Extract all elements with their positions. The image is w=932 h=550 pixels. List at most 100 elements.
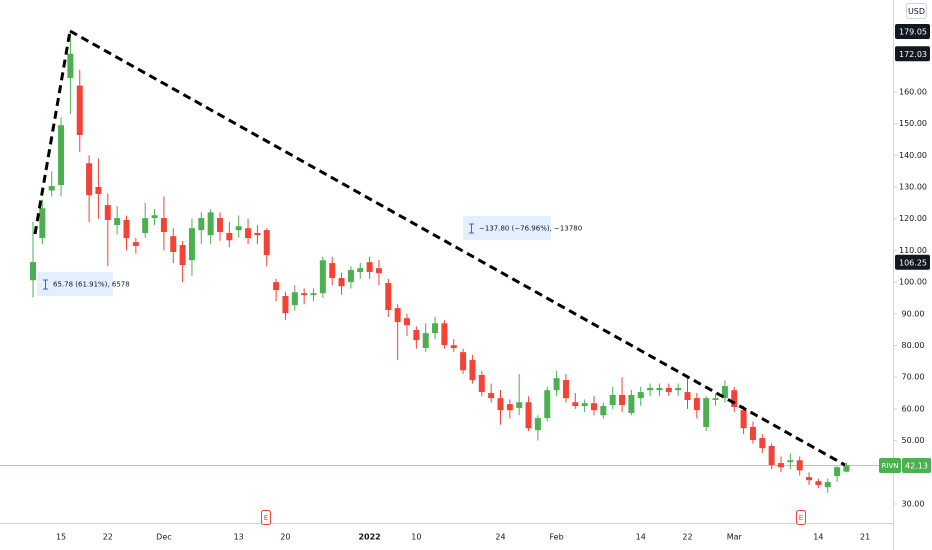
candle-body	[366, 262, 373, 272]
y-tick-label: 150.00	[899, 119, 927, 128]
measurement-box: 65.78 (61.91%), 6578	[37, 272, 130, 296]
x-tick-label: 14	[636, 533, 646, 542]
candle-body	[675, 387, 682, 391]
candle-body	[778, 463, 784, 468]
x-tick-label: 22	[682, 533, 692, 542]
x-tick-label: 14	[813, 533, 823, 542]
candle-body	[478, 374, 485, 393]
candle-body	[787, 460, 794, 463]
trend-line	[69, 29, 846, 467]
x-tick-label: 21	[860, 533, 870, 542]
candle-body	[562, 380, 569, 399]
candle-body	[375, 268, 382, 274]
candle-body	[619, 394, 626, 406]
candle-body	[506, 404, 513, 411]
candle-body	[441, 323, 448, 346]
candle-body	[245, 228, 252, 239]
earnings-label: E	[264, 514, 268, 522]
candle-body	[188, 228, 195, 261]
candle-body	[759, 438, 766, 449]
price-marker-box	[895, 24, 930, 40]
candle-body	[712, 398, 719, 401]
candle-body	[263, 230, 270, 256]
candle-body	[534, 418, 541, 431]
candle-body	[581, 403, 588, 407]
candle-body	[291, 292, 298, 306]
candle-body	[301, 293, 308, 296]
candle-body	[768, 445, 775, 465]
candle-body	[319, 260, 326, 294]
candle-body	[310, 293, 317, 296]
measurement-label: 65.78 (61.91%), 6578	[53, 281, 130, 289]
candle-body	[553, 378, 560, 391]
candle-body	[338, 277, 345, 287]
candle-body	[404, 318, 410, 326]
symbol-label: RIVN	[882, 462, 899, 470]
price-marker-box	[895, 254, 930, 270]
candle-body	[422, 333, 429, 349]
candle-body	[254, 232, 261, 236]
candle-body	[628, 394, 635, 414]
candle-body	[488, 393, 495, 399]
candle-body	[497, 398, 504, 411]
x-tick-label: 22	[103, 533, 113, 542]
y-tick-label: 120.00	[899, 214, 927, 223]
candle-body	[357, 268, 364, 272]
candle-body	[160, 218, 167, 233]
candle-body	[656, 387, 663, 391]
candle-body	[198, 218, 205, 231]
candle-body	[235, 226, 242, 231]
candle-body	[217, 218, 223, 233]
currency-box	[906, 3, 927, 19]
trend-line	[33, 30, 72, 235]
candle-body	[693, 398, 700, 411]
candle-body	[591, 403, 597, 411]
candle-body	[834, 467, 841, 477]
candle-body	[179, 245, 186, 265]
candle-body	[123, 219, 130, 239]
candle-body	[104, 205, 111, 220]
candle-body	[385, 283, 392, 310]
measurement-box: −137.80 (−76.96%), −13780	[463, 216, 582, 240]
x-tick-label: 20	[280, 533, 290, 542]
candle-body	[806, 477, 813, 481]
earnings-marker: E	[261, 510, 271, 525]
candle-body	[460, 352, 467, 371]
candle-body	[39, 208, 46, 239]
y-tick-label: 30.00	[902, 499, 925, 508]
symbol-box	[879, 458, 901, 474]
candle-body	[132, 242, 139, 246]
y-tick-label: 100.00	[899, 278, 927, 287]
price-marker-label: 179.05	[899, 28, 927, 37]
candle-body	[525, 402, 532, 429]
candle-body	[665, 387, 672, 393]
candle-body	[684, 392, 691, 401]
price-marker-box	[895, 46, 930, 62]
x-tick-label: 24	[495, 533, 505, 542]
measure-icon	[469, 223, 474, 234]
candle-body	[432, 323, 439, 334]
last-price-box	[902, 458, 931, 474]
candle-body	[824, 482, 831, 488]
candle-body	[273, 282, 280, 291]
candle-body	[347, 270, 354, 283]
candle-body	[151, 215, 158, 219]
earnings-label: E	[799, 514, 803, 522]
candle-body	[815, 481, 822, 485]
candle-body	[609, 394, 616, 406]
y-tick-label: 60.00	[902, 404, 925, 413]
candle-body	[142, 218, 149, 233]
x-tick-label: 2022	[358, 533, 380, 542]
candle-body	[450, 345, 457, 349]
earnings-marker: E	[796, 510, 806, 525]
x-tick-label: Mar	[727, 533, 743, 542]
y-tick-label: 160.00	[899, 87, 927, 96]
x-tick-label: Dec	[156, 533, 171, 542]
candle-body	[329, 263, 336, 278]
candles	[0, 31, 893, 493]
measure-icon	[43, 279, 48, 290]
candle-body	[843, 465, 850, 472]
currency-label: USD	[908, 7, 925, 16]
